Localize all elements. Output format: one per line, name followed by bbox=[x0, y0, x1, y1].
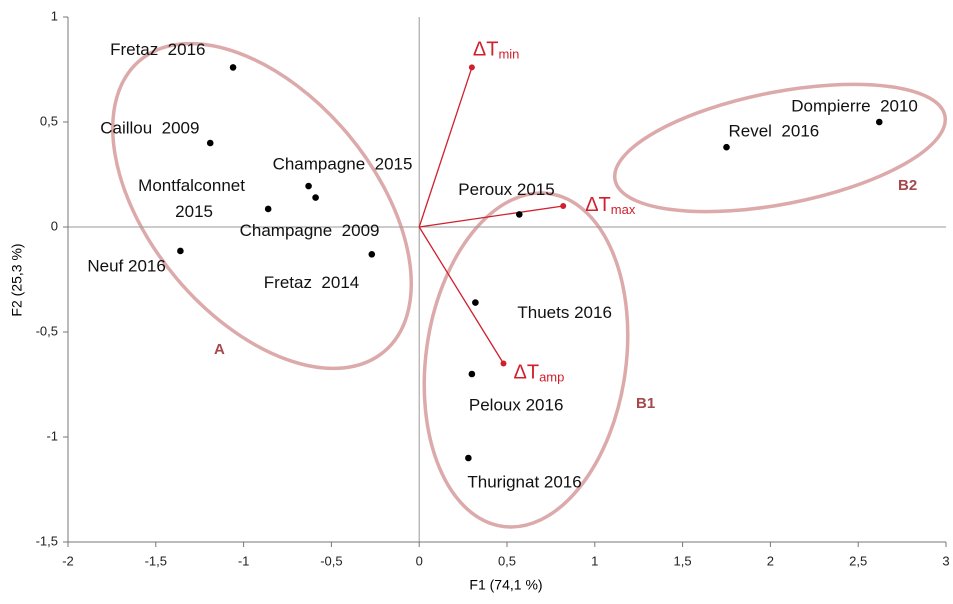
point-label: Caillou 2009 bbox=[100, 118, 199, 137]
vector-label: ΔTmax bbox=[585, 194, 636, 217]
x-tick-label: 2,5 bbox=[849, 553, 867, 568]
group-label: B1 bbox=[636, 395, 655, 412]
x-tick-label: -1 bbox=[238, 553, 250, 568]
loading-vector bbox=[418, 67, 473, 228]
point bbox=[206, 139, 214, 147]
point bbox=[305, 182, 312, 190]
vector-label-main: ΔT bbox=[473, 39, 499, 61]
vector-label-sub: max bbox=[611, 202, 636, 217]
point-label: Champagne 2009 bbox=[240, 221, 380, 240]
point-label: Fretaz 2016 bbox=[110, 40, 205, 59]
vector-label-sub: min bbox=[498, 47, 519, 62]
point bbox=[368, 251, 376, 258]
group-ellipse bbox=[612, 82, 948, 214]
point-label: Neuf 2016 bbox=[87, 256, 165, 275]
point bbox=[312, 194, 319, 201]
point-label: Montfalconnet 2015 bbox=[138, 176, 250, 221]
y-tick-label: 0,5 bbox=[40, 113, 58, 128]
vector-tip bbox=[468, 64, 475, 71]
x-tick-label: -1,5 bbox=[145, 553, 167, 568]
y-tick-label: -0,5 bbox=[36, 323, 58, 338]
x-tick-label: -2 bbox=[62, 553, 74, 568]
point bbox=[515, 211, 523, 218]
vector-label-main: ΔT bbox=[585, 194, 611, 216]
vector-tip bbox=[560, 203, 567, 209]
x-tick-label: 2 bbox=[767, 553, 774, 568]
point bbox=[472, 299, 479, 306]
point-label: Thurignat 2016 bbox=[467, 472, 581, 491]
point-label: Fretaz 2014 bbox=[264, 273, 359, 292]
vector-label: ΔTmin bbox=[473, 39, 520, 62]
x-tick-label: 3 bbox=[942, 553, 949, 568]
point bbox=[875, 118, 883, 126]
x-tick-label: 1 bbox=[591, 553, 598, 568]
vector-label: ΔTamp bbox=[513, 362, 564, 385]
y-tick-label: 0 bbox=[51, 218, 58, 233]
point-label: Dompierre 2010 bbox=[791, 96, 918, 115]
point-label: Peloux 2016 bbox=[469, 395, 564, 414]
loading-vector bbox=[419, 205, 564, 228]
group-ellipse bbox=[110, 41, 414, 371]
point bbox=[723, 143, 730, 151]
vector-label-main: ΔT bbox=[513, 362, 539, 384]
y-axis-title: F2 (25,3 %) bbox=[9, 243, 25, 316]
x-tick-label: 1,5 bbox=[674, 553, 692, 568]
point bbox=[468, 370, 476, 378]
point-label: Champagne 2015 bbox=[273, 155, 413, 174]
point bbox=[177, 247, 184, 255]
x-tick-label: 0,5 bbox=[498, 553, 516, 568]
y-tick-label: 1 bbox=[51, 8, 58, 23]
vector-tip bbox=[500, 360, 507, 367]
point bbox=[264, 205, 272, 213]
point bbox=[465, 454, 472, 462]
vector-label-sub: amp bbox=[539, 370, 564, 385]
loading-vector bbox=[418, 226, 505, 364]
group-label: B2 bbox=[898, 177, 917, 194]
y-tick-label: -1,5 bbox=[36, 533, 58, 548]
x-tick-label: -0,5 bbox=[320, 553, 342, 568]
point bbox=[229, 64, 237, 71]
group-ellipse bbox=[422, 191, 630, 529]
group-label: A bbox=[214, 341, 225, 358]
point-label: Thuets 2016 bbox=[517, 303, 612, 322]
point-label: Revel 2016 bbox=[729, 122, 820, 141]
point-label: Peroux 2015 bbox=[458, 180, 554, 199]
x-axis-title: F1 (74,1 %) bbox=[469, 577, 542, 593]
x-tick-label: 0 bbox=[416, 553, 423, 568]
y-tick-label: -1 bbox=[46, 428, 58, 443]
